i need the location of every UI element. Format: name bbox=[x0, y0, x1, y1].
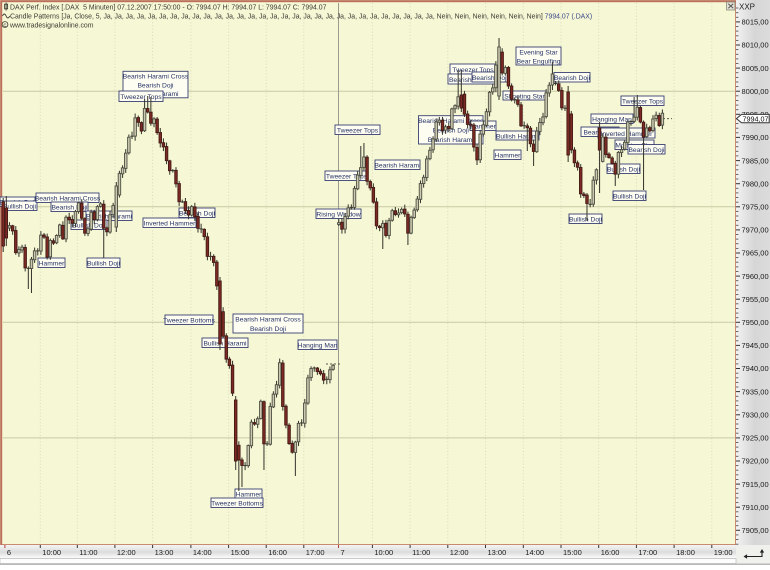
svg-text:7970,00: 7970,00 bbox=[742, 226, 769, 235]
svg-text:19:00: 19:00 bbox=[714, 548, 733, 557]
svg-text:Tweezer Bottoms: Tweezer Bottoms bbox=[163, 318, 215, 325]
svg-text:8015,00: 8015,00 bbox=[742, 18, 769, 27]
svg-text:7930,00: 7930,00 bbox=[742, 411, 769, 420]
svg-text:Tweezer Tops: Tweezer Tops bbox=[326, 174, 368, 181]
svg-text:Bear Engulfing: Bear Engulfing bbox=[517, 58, 561, 65]
svg-text:15:00: 15:00 bbox=[231, 548, 250, 557]
svg-text:7990,00: 7990,00 bbox=[742, 133, 769, 142]
svg-text:8000,00: 8000,00 bbox=[742, 87, 769, 96]
svg-text:7994,07: 7994,07 bbox=[743, 114, 769, 123]
svg-text:Hammer: Hammer bbox=[236, 492, 262, 499]
svg-text:Hanging Man: Hanging Man bbox=[592, 117, 632, 124]
svg-text:Tweezer Tops: Tweezer Tops bbox=[337, 128, 379, 135]
svg-text:Bullish Doji: Bullish Doji bbox=[613, 194, 647, 201]
svg-text:7980,00: 7980,00 bbox=[742, 179, 769, 188]
svg-text:Evening Star: Evening Star bbox=[519, 49, 558, 56]
svg-text:Tweezer Tops: Tweezer Tops bbox=[452, 67, 494, 74]
svg-text:Rising Window: Rising Window bbox=[316, 212, 360, 219]
svg-text:Bullish Doji: Bullish Doji bbox=[72, 223, 106, 230]
svg-text:7965,00: 7965,00 bbox=[742, 249, 769, 258]
svg-text:7960,00: 7960,00 bbox=[742, 272, 769, 281]
svg-text:7940,00: 7940,00 bbox=[742, 364, 769, 373]
svg-text:7955,00: 7955,00 bbox=[742, 295, 769, 304]
svg-text:16:00: 16:00 bbox=[268, 548, 287, 557]
svg-text:11:00: 11:00 bbox=[79, 548, 97, 557]
svg-text:7975,00: 7975,00 bbox=[742, 203, 769, 212]
svg-text:Candle Patterns [Ja, Close, 5,: Candle Patterns [Ja, Close, 5, Ja, Ja, J… bbox=[10, 14, 592, 21]
svg-text:Bearish Doji: Bearish Doji bbox=[179, 211, 216, 218]
svg-text:Hammer: Hammer bbox=[39, 261, 65, 268]
svg-text:Bearish Harami Cross: Bearish Harami Cross bbox=[123, 74, 189, 81]
svg-text:7920,00: 7920,00 bbox=[742, 457, 769, 466]
svg-text:XXP: XXP bbox=[739, 3, 755, 12]
svg-text:13:00: 13:00 bbox=[488, 548, 507, 557]
svg-text:Hammer: Hammer bbox=[495, 153, 521, 160]
svg-text:7: 7 bbox=[341, 548, 345, 557]
svg-text:Bullish Doji: Bullish Doji bbox=[87, 261, 121, 268]
svg-text:7915,00: 7915,00 bbox=[742, 480, 769, 489]
svg-text:16:00: 16:00 bbox=[601, 548, 620, 557]
svg-text:Bearish Harami Cross: Bearish Harami Cross bbox=[35, 196, 101, 203]
svg-text:7925,00: 7925,00 bbox=[742, 434, 769, 443]
svg-text:Bearish Doji: Bearish Doji bbox=[472, 75, 509, 82]
svg-text:Bullish Harami: Bullish Harami bbox=[496, 133, 540, 140]
svg-text:Bearish Harami Cross: Bearish Harami Cross bbox=[235, 317, 301, 324]
svg-text:Bearish Doji: Bearish Doji bbox=[51, 205, 88, 212]
svg-text:Bullish Doji: Bullish Doji bbox=[607, 167, 641, 174]
svg-text:15:00: 15:00 bbox=[563, 548, 582, 557]
svg-text:10:00: 10:00 bbox=[374, 548, 393, 557]
svg-text:6: 6 bbox=[7, 548, 11, 557]
svg-text:www.tradesignalonline.com: www.tradesignalonline.com bbox=[9, 23, 94, 30]
svg-text:7910,00: 7910,00 bbox=[742, 503, 769, 512]
svg-text:Tweezer Tops: Tweezer Tops bbox=[120, 94, 162, 101]
svg-text:Bearish Doji: Bearish Doji bbox=[250, 326, 287, 333]
svg-text:Bearish Doji: Bearish Doji bbox=[137, 82, 174, 89]
svg-text:Tweezer Tops: Tweezer Tops bbox=[622, 99, 664, 106]
svg-text:Hanging Man: Hanging Man bbox=[298, 343, 338, 350]
svg-text:Bullish Doji: Bullish Doji bbox=[3, 204, 37, 211]
svg-text:7905,00: 7905,00 bbox=[742, 526, 769, 535]
svg-text:7935,00: 7935,00 bbox=[742, 387, 769, 396]
svg-text:14:00: 14:00 bbox=[193, 548, 212, 557]
svg-text:12:00: 12:00 bbox=[117, 548, 136, 557]
svg-text:11:00: 11:00 bbox=[412, 548, 430, 557]
svg-text:Shooting Star: Shooting Star bbox=[504, 93, 545, 100]
svg-text:Bearish Doji: Bearish Doji bbox=[628, 147, 665, 154]
svg-text:c: c bbox=[3, 23, 6, 29]
svg-text:7945,00: 7945,00 bbox=[742, 341, 769, 350]
svg-text:Tweezer Bottoms: Tweezer Bottoms bbox=[211, 501, 263, 508]
svg-text:7985,00: 7985,00 bbox=[742, 156, 769, 165]
svg-text:8010,00: 8010,00 bbox=[742, 41, 769, 50]
svg-text:Bearish Harami: Bearish Harami bbox=[428, 137, 475, 144]
svg-text:Bearish Doji: Bearish Doji bbox=[433, 128, 470, 135]
svg-text:14:00: 14:00 bbox=[525, 548, 544, 557]
svg-text:Bearish Doji: Bearish Doji bbox=[554, 75, 591, 82]
svg-text:17:00: 17:00 bbox=[638, 548, 657, 557]
svg-text:8005,00: 8005,00 bbox=[742, 64, 769, 73]
svg-text:12:00: 12:00 bbox=[450, 548, 469, 557]
svg-text:Bearish Harami: Bearish Harami bbox=[374, 163, 421, 170]
svg-text:7950,00: 7950,00 bbox=[742, 318, 769, 327]
svg-text:13:00: 13:00 bbox=[155, 548, 174, 557]
svg-text:Bullish Doji: Bullish Doji bbox=[569, 217, 603, 224]
svg-text:10:00: 10:00 bbox=[42, 548, 61, 557]
svg-text:18:00: 18:00 bbox=[676, 548, 695, 557]
svg-text:DAX Perf. Index [.DAX 5 Minut: DAX Perf. Index [.DAX 5 Minuten] 07.12.2… bbox=[10, 5, 327, 12]
svg-text:Inverted Hammer: Inverted Hammer bbox=[144, 221, 196, 228]
svg-text:17:00: 17:00 bbox=[306, 548, 325, 557]
